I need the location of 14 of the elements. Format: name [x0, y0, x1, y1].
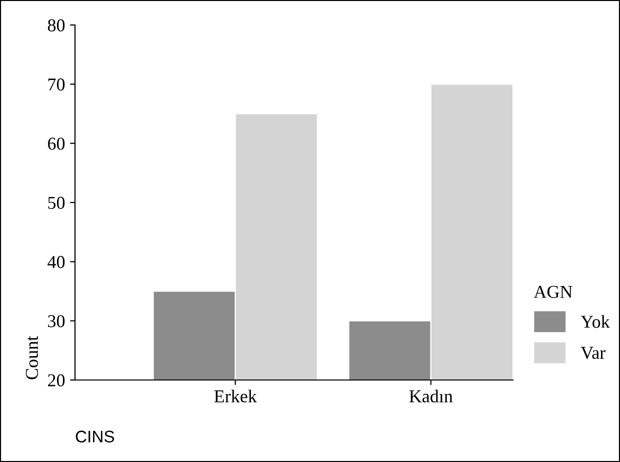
legend-label: Yok: [580, 315, 610, 328]
legend-title: AGN: [534, 286, 572, 298]
legend-label: Var: [580, 346, 606, 359]
y-tick-label: 20: [48, 374, 65, 386]
y-tick-label: 50: [48, 196, 65, 209]
y-tick-label: 80: [48, 19, 65, 32]
x-tick-label: Kadın: [409, 390, 453, 402]
y-axis-title: Count: [26, 336, 38, 380]
y-tick-label: 60: [48, 138, 65, 150]
y-tick-label: 30: [48, 315, 65, 328]
y-tick-label: 40: [48, 256, 65, 268]
x-tick-label: Erkek: [214, 390, 257, 402]
x-axis-title: CINS: [76, 430, 114, 442]
y-tick-label: 70: [48, 78, 65, 91]
